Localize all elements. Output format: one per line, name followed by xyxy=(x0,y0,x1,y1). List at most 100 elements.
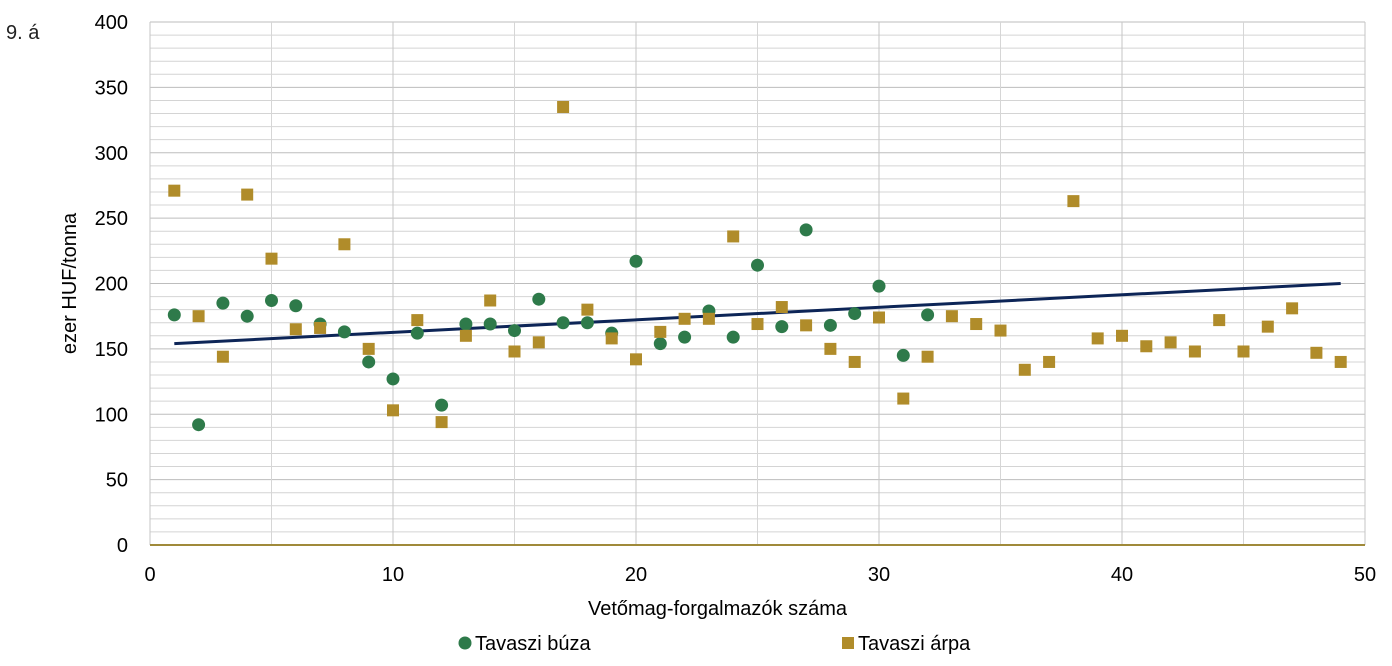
data-point-wheat xyxy=(459,317,473,331)
data-point-barley xyxy=(994,324,1007,337)
data-point-wheat xyxy=(921,308,935,322)
data-point-barley xyxy=(411,314,424,327)
data-point-barley xyxy=(605,332,618,345)
data-point-barley xyxy=(1140,340,1153,353)
data-point-barley xyxy=(581,303,594,316)
y-tick-label: 150 xyxy=(95,339,128,361)
data-point-wheat xyxy=(435,398,449,412)
data-point-barley xyxy=(970,318,983,331)
data-point-barley xyxy=(484,294,497,307)
figure-label: 9. á xyxy=(6,22,40,44)
data-point-wheat xyxy=(678,330,692,344)
x-tick-label: 50 xyxy=(1354,564,1376,586)
data-point-barley xyxy=(459,329,472,342)
data-point-barley xyxy=(1116,329,1128,342)
data-point-wheat xyxy=(532,292,546,306)
data-point-barley xyxy=(727,230,740,243)
data-point-barley xyxy=(1067,195,1080,208)
data-point-barley xyxy=(557,100,570,113)
data-point-barley xyxy=(241,188,254,201)
data-point-barley xyxy=(338,238,351,251)
data-point-barley xyxy=(800,319,813,332)
data-point-barley xyxy=(1091,332,1104,345)
x-tick-label: 0 xyxy=(144,564,155,586)
data-point-wheat xyxy=(799,223,813,237)
y-tick-label: 0 xyxy=(117,535,128,557)
data-point-barley xyxy=(192,310,205,323)
data-point-wheat xyxy=(508,324,521,338)
data-point-barley xyxy=(1261,320,1274,333)
data-point-barley xyxy=(751,318,764,331)
data-point-wheat xyxy=(823,318,837,332)
data-point-barley xyxy=(1213,314,1226,327)
data-point-wheat xyxy=(410,326,424,340)
data-point-barley xyxy=(654,325,667,338)
y-tick-label: 100 xyxy=(95,404,128,426)
data-point-wheat xyxy=(386,372,400,386)
data-point-barley xyxy=(775,301,788,314)
y-tick-label: 300 xyxy=(95,143,128,165)
y-tick-label: 200 xyxy=(95,274,128,296)
data-point-barley xyxy=(945,310,958,323)
data-point-barley xyxy=(289,323,302,336)
data-point-barley xyxy=(314,321,327,334)
data-point-barley xyxy=(824,342,837,355)
data-point-barley xyxy=(873,311,885,324)
data-point-wheat xyxy=(216,296,230,310)
x-axis-title: Vetőmag-forgalmazók száma xyxy=(588,598,848,620)
data-point-barley xyxy=(678,312,691,325)
legend-marker-barley xyxy=(842,637,854,649)
x-tick-label: 10 xyxy=(382,564,404,586)
data-point-wheat xyxy=(896,348,910,362)
data-point-barley xyxy=(1043,355,1056,368)
data-point-wheat xyxy=(653,337,667,351)
data-point-barley xyxy=(702,312,715,325)
data-point-barley xyxy=(265,252,278,265)
data-point-barley xyxy=(216,350,229,363)
data-point-barley xyxy=(1164,336,1177,349)
data-point-barley xyxy=(168,184,181,197)
data-point-barley xyxy=(1310,346,1323,359)
data-point-wheat xyxy=(751,258,764,272)
y-axis-title: ezer HUF/tonna xyxy=(59,212,81,354)
data-point-wheat xyxy=(362,355,376,369)
data-point-wheat xyxy=(848,307,862,321)
data-point-barley xyxy=(362,342,375,355)
data-point-barley xyxy=(630,353,642,366)
trendline xyxy=(174,282,1341,346)
legend-label: Tavaszi búza xyxy=(475,633,591,655)
data-point-barley xyxy=(1334,355,1347,368)
data-point-barley xyxy=(435,416,448,429)
data-point-barley xyxy=(1237,345,1250,358)
data-point-wheat xyxy=(483,317,497,331)
data-point-wheat xyxy=(872,279,886,293)
data-point-barley xyxy=(387,404,399,417)
data-point-wheat xyxy=(580,316,594,330)
y-tick-label: 400 xyxy=(95,12,128,34)
legend-marker-wheat xyxy=(458,636,472,650)
data-point-barley xyxy=(897,392,910,405)
data-point-wheat xyxy=(289,299,303,313)
data-point-wheat xyxy=(629,254,643,268)
data-point-wheat xyxy=(337,325,351,339)
data-point-wheat xyxy=(556,316,570,330)
data-point-barley xyxy=(1286,302,1299,315)
data-point-wheat xyxy=(775,320,789,334)
data-point-barley xyxy=(532,336,545,349)
data-point-barley xyxy=(1018,363,1031,376)
data-point-barley xyxy=(508,345,521,358)
y-tick-label: 250 xyxy=(95,208,128,230)
x-tick-label: 20 xyxy=(625,564,647,586)
data-point-barley xyxy=(1188,345,1201,358)
data-point-wheat xyxy=(265,293,278,307)
data-point-wheat xyxy=(192,418,206,432)
data-point-barley xyxy=(848,355,861,368)
data-point-barley xyxy=(921,350,934,363)
x-tick-label: 40 xyxy=(1111,564,1133,586)
y-tick-label: 350 xyxy=(95,77,128,99)
y-tick-label: 50 xyxy=(106,470,128,492)
data-point-wheat xyxy=(240,309,254,323)
data-point-wheat xyxy=(726,330,740,344)
legend-label: Tavaszi árpa xyxy=(858,633,971,655)
